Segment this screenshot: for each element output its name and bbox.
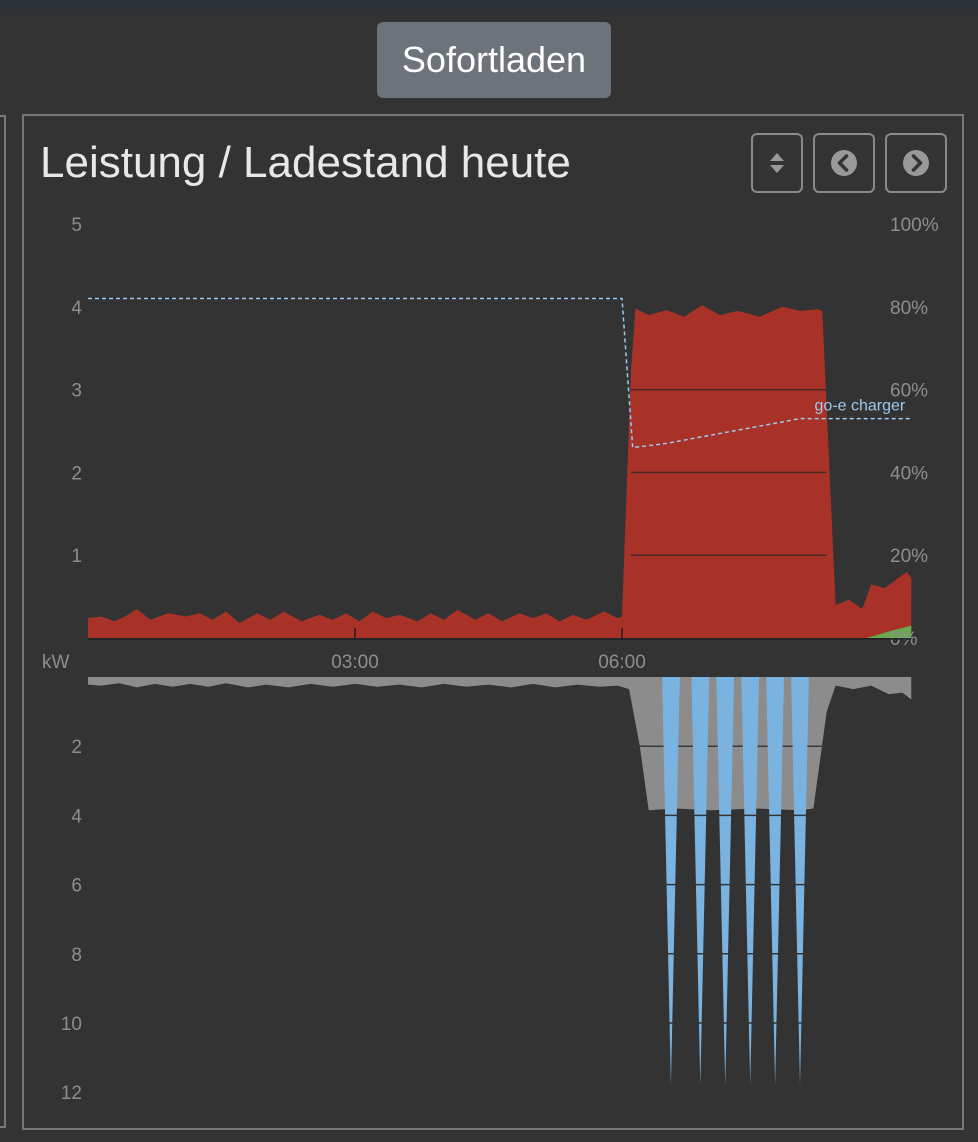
left-axis-tick-5: 5	[71, 215, 82, 236]
right-axis-tick-60pct: 60%	[890, 381, 928, 402]
right-axis-tick-80pct: 80%	[890, 298, 928, 319]
left-axis-tick-3: 3	[71, 381, 82, 402]
grid-import-area	[88, 677, 912, 811]
charging-spike-2	[691, 677, 710, 1086]
x-axis-tick-0600: 06:00	[598, 652, 646, 673]
charging-spike-6	[791, 677, 809, 1086]
soc-line	[88, 297, 912, 449]
x-axis-tick-0300: 03:00	[331, 652, 379, 673]
bottom-axis-tick-12: 12	[61, 1083, 82, 1104]
adjacent-panel-edge	[0, 115, 6, 1128]
pv-area	[866, 625, 912, 638]
right-axis-tick-20pct: 20%	[890, 546, 928, 567]
left-axis-tick-2: 2	[71, 463, 82, 484]
bottom-axis-tick-2: 2	[71, 737, 82, 758]
charging-spike-5	[766, 677, 784, 1086]
charging-spike-3	[716, 677, 735, 1086]
right-axis-tick-40pct: 40%	[890, 463, 928, 484]
soc-series-label: go-e charger	[815, 398, 906, 415]
left-axis-tick-1: 1	[71, 546, 82, 567]
charging-spike-1	[662, 677, 680, 1086]
right-axis-tick-100pct: 100%	[890, 215, 939, 236]
power-soc-card	[22, 114, 964, 1130]
chevron-left-circle-icon	[831, 150, 857, 176]
consumption-area	[88, 305, 912, 638]
chevron-right-circle-icon	[903, 150, 929, 176]
bottom-axis-tick-10: 10	[61, 1014, 82, 1035]
previous-day-button[interactable]	[813, 133, 875, 193]
next-day-button[interactable]	[885, 133, 947, 193]
top-toolbar-strip	[0, 0, 978, 15]
bottom-axis-tick-6: 6	[71, 876, 82, 897]
charging-spike-4	[741, 677, 760, 1086]
x-axis-unit-label: kW	[42, 652, 70, 673]
sort-icon	[770, 153, 784, 173]
toggle-sort-button[interactable]	[751, 133, 803, 193]
card-title: Leistung / Ladestand heute	[40, 138, 571, 187]
bottom-axis-tick-4: 4	[71, 806, 82, 827]
bottom-axis-tick-8: 8	[71, 945, 82, 966]
sofortladen-mode-button[interactable]: Sofortladen	[377, 22, 611, 98]
left-axis-tick-4: 4	[71, 298, 82, 319]
